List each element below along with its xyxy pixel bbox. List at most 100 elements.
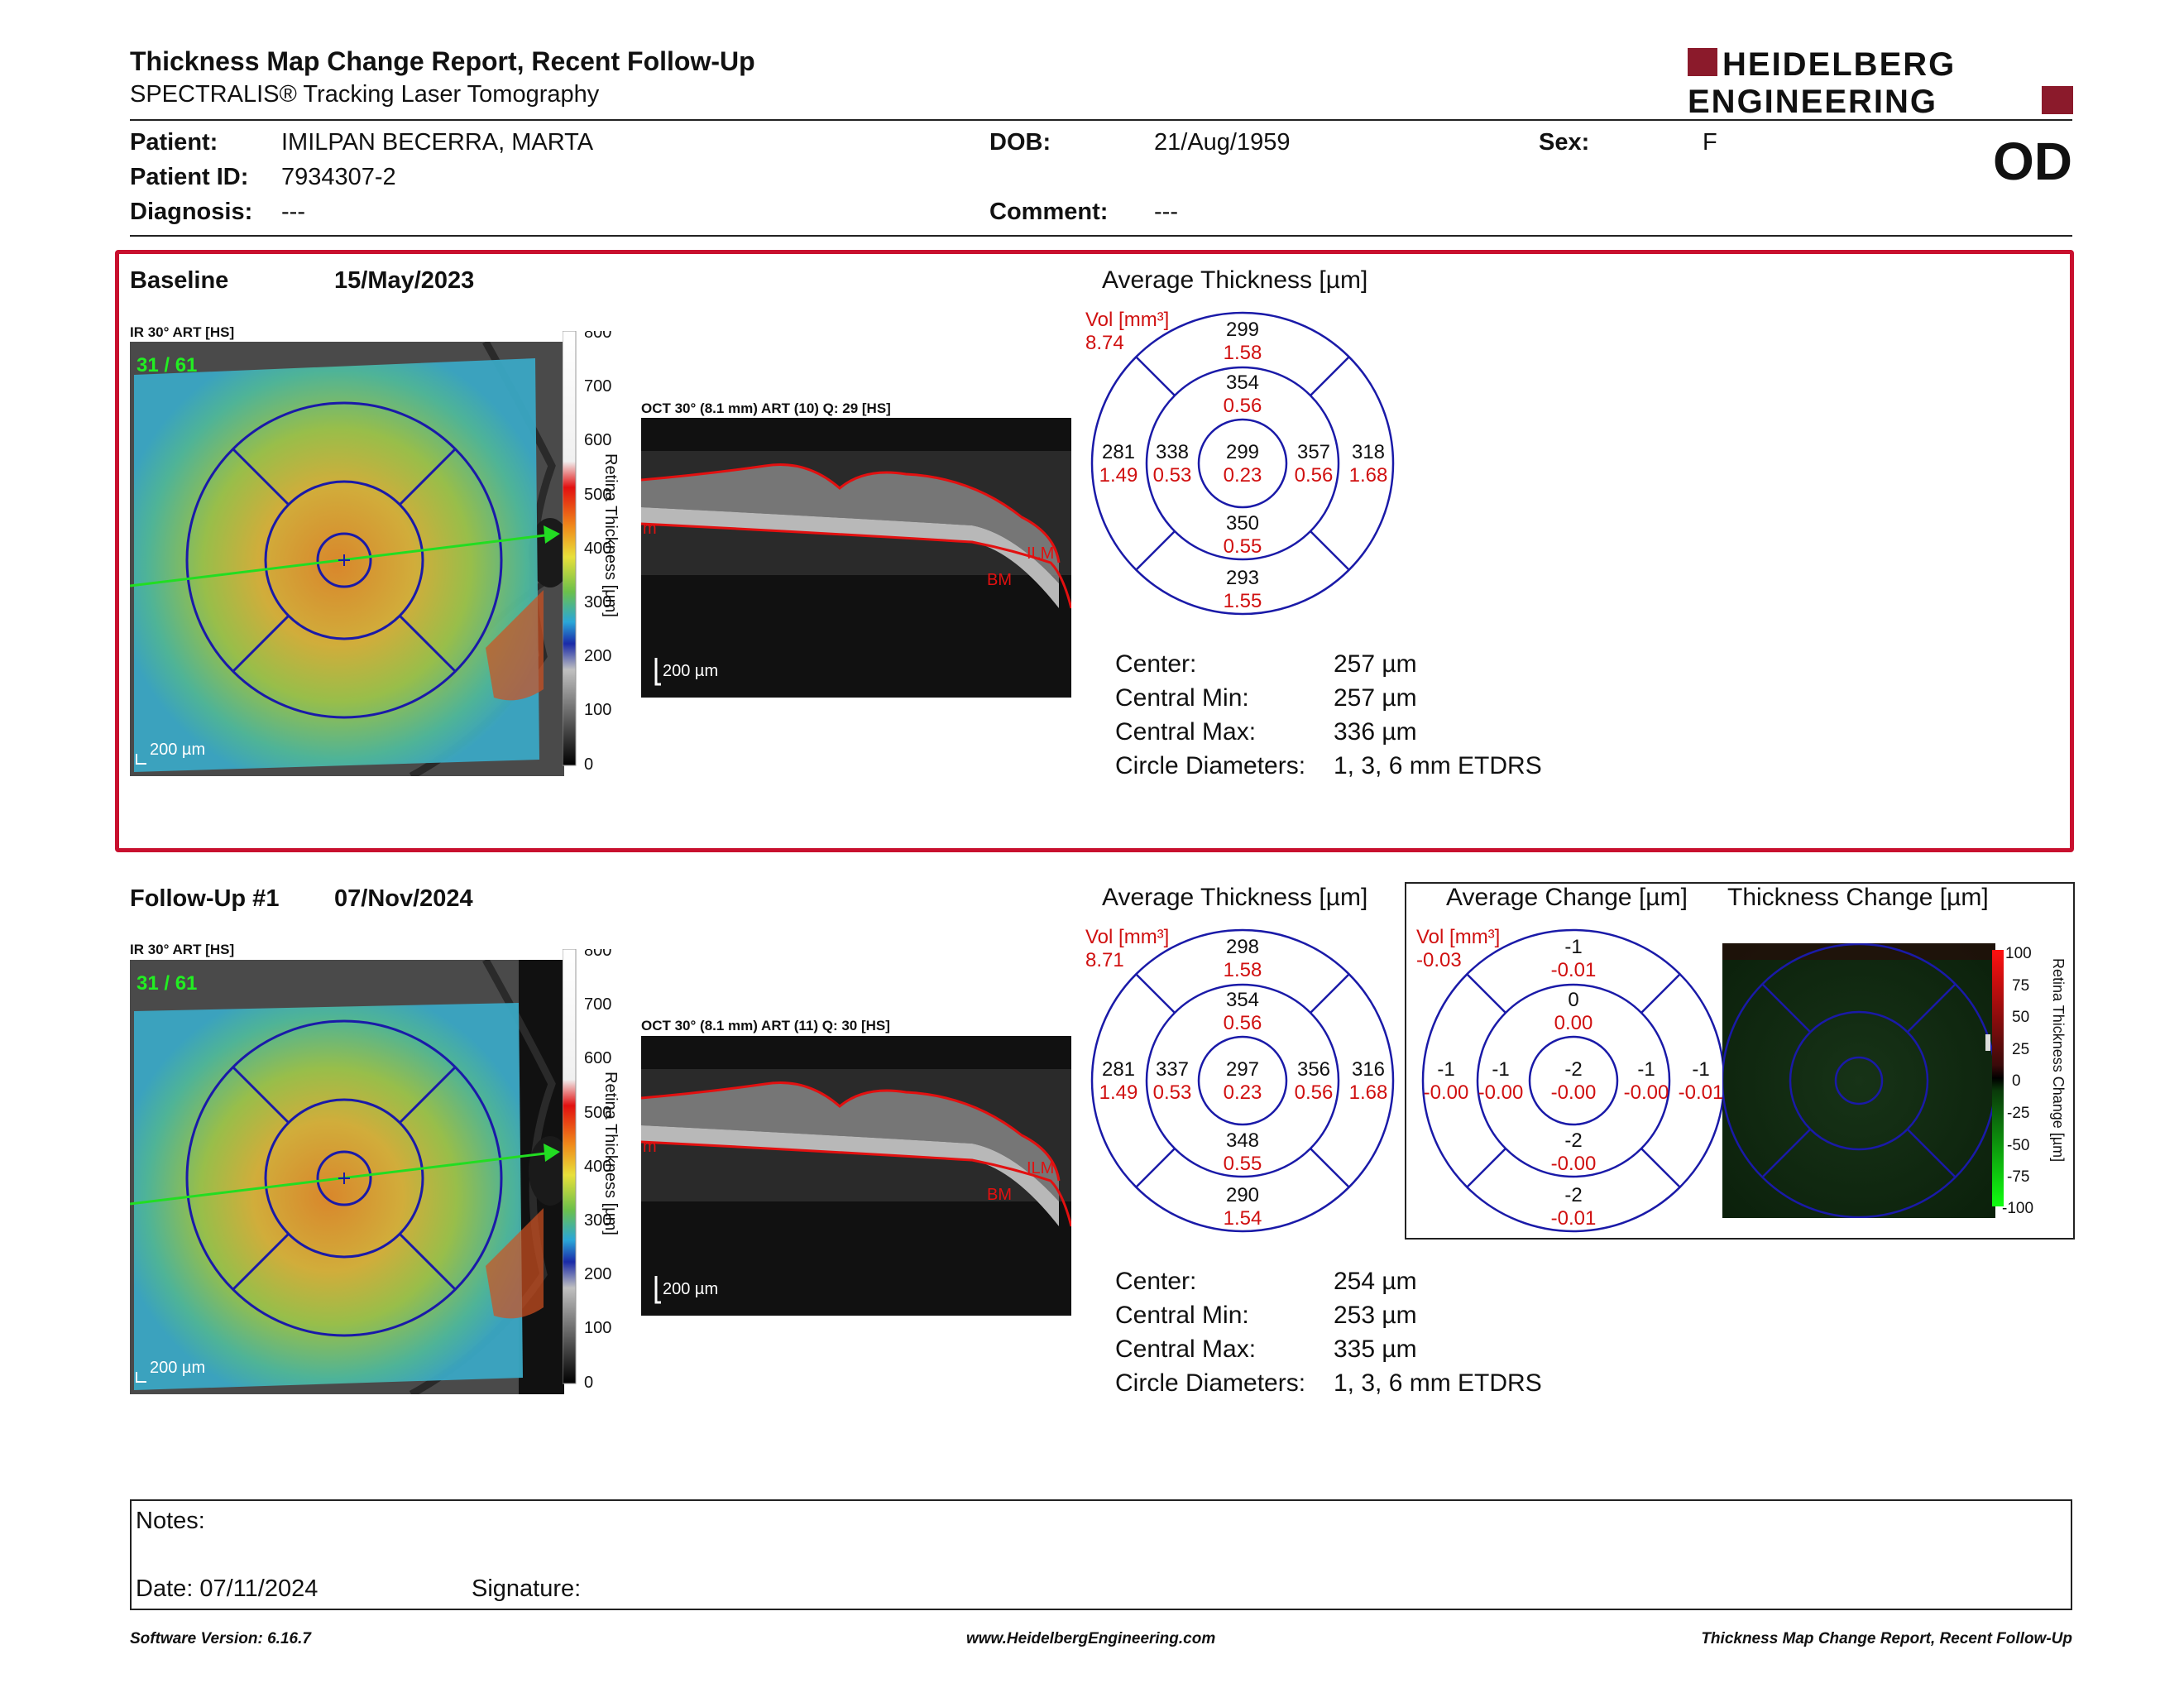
baseline-cbar-tick-500: 500 [584,486,611,504]
baseline-inner-right-vol: 0.56 [1295,464,1334,487]
followup-central-max-label: Central Max: [1115,1336,1257,1363]
baseline-center-thk: 299 [1226,441,1259,463]
patient-name: IMILPAN BECERRA, MARTA [281,129,594,156]
baseline-label: Baseline [130,267,229,294]
patient-id-label: Patient ID: [130,164,249,190]
followup-cbar-tick-700: 700 [584,995,611,1014]
baseline-inner-bottom-thk: 350 [1226,512,1259,535]
baseline-bm-label: BM [987,571,1012,589]
change-outer-top-vol: -0.01 [1551,959,1597,981]
followup-ir-scale: 200 µm [150,1359,205,1377]
baseline-vol-total: 8.74 [1085,332,1124,354]
change-etdrs-grid: Vol [mm³] -0.03 -1 -0.01 0 0.00 -1 -0.00… [1415,923,1746,1238]
followup-cbar-tick-600: 600 [584,1049,611,1067]
followup-outer-right-thk: 316 [1352,1058,1385,1081]
change-outer-bottom-thk: -2 [1564,1184,1582,1206]
change-outer-left-vol: -0.00 [1424,1081,1469,1104]
logo-line2: ENGINEERING [1688,84,1937,116]
footer-report-name: Thickness Map Change Report, Recent Foll… [1701,1630,2072,1647]
followup-colorbar: 800 700 600 500 400 300 200 100 0 Retina… [562,942,654,1396]
sex-label: Sex: [1539,129,1590,156]
change-cbar-tick-25: 25 [2012,1041,2029,1058]
baseline-cbar-tick-300: 300 [584,593,611,611]
followup-cbar-tick-300: 300 [584,1211,611,1230]
followup-circle-diam-label: Circle Diameters: [1115,1369,1306,1397]
followup-inner-left-vol: 0.53 [1153,1081,1192,1104]
followup-ir-caption: IR 30° ART [HS] [130,942,235,957]
thickness-change-title: Thickness Change [µm] [1727,884,1989,911]
followup-avg-thickness-title: Average Thickness [µm] [1102,884,1368,911]
followup-oct-caption: OCT 30° (8.1 mm) ART (11) Q: 30 [HS] [641,1018,890,1033]
followup-inner-bottom-thk: 348 [1226,1129,1259,1152]
comment-label: Comment: [989,199,1109,225]
followup-cbar-tick-800: 800 [584,949,611,960]
followup-frame-count: 31 / 61 [136,972,197,995]
patient-id: 7934307-2 [281,164,396,190]
followup-inner-top-thk: 354 [1226,989,1259,1011]
baseline-ilm-label: ILM [1027,544,1054,563]
change-cbar-tick-m100: -100 [2002,1200,2033,1217]
baseline-outer-right-vol: 1.68 [1349,464,1388,487]
followup-oct-scale: 200 µm [663,1280,718,1298]
followup-inner-right-vol: 0.56 [1295,1081,1334,1104]
change-panel [1405,882,2075,1240]
baseline-center-value: 257 µm [1334,650,1417,678]
baseline-oct-bscan: ILM BM m 200 µm [641,418,1071,698]
baseline-fundus-image: 31 / 61 200 µm [130,342,564,776]
change-center-vol: -0.00 [1551,1081,1597,1104]
baseline-central-max-value: 336 µm [1334,718,1417,746]
baseline-highlight-frame [115,250,2074,852]
baseline-outer-bottom-vol: 1.55 [1224,590,1262,612]
baseline-ir-scale: 200 µm [150,741,205,759]
baseline-central-min-value: 257 µm [1334,684,1417,712]
baseline-center-vol: 0.23 [1224,464,1262,487]
followup-oct-bscan: ILM BM m 200 µm [641,1036,1071,1316]
followup-etdrs-grid: Vol [mm³] 8.71 298 1.58 354 0.56 281 1.4… [1084,923,1415,1238]
change-outer-top-thk: -1 [1564,936,1582,958]
baseline-m-label: m [643,520,657,538]
software-version: Software Version: 6.16.7 [130,1630,311,1647]
thickness-change-map [1722,943,1995,1218]
followup-central-max-value: 335 µm [1334,1336,1417,1363]
followup-fundus-image: 31 / 61 200 µm [130,960,564,1394]
avg-change-title: Average Change [µm] [1446,884,1688,911]
baseline-frame-count: 31 / 61 [136,354,197,376]
change-outer-bottom-vol: -0.01 [1551,1207,1597,1230]
change-cbar-tick-75: 75 [2012,977,2029,995]
change-colorbar: 100 75 50 25 0 -25 -50 -75 -100 Retina T… [1992,942,2075,1223]
baseline-outer-bottom-thk: 293 [1226,567,1259,589]
change-cbar-title: Retina Thickness Change [µm] [2050,958,2067,1162]
baseline-circle-diam-label: Circle Diameters: [1115,752,1306,779]
followup-outer-right-vol: 1.68 [1349,1081,1388,1104]
baseline-inner-left-vol: 0.53 [1153,464,1192,487]
baseline-vol-label: Vol [mm³] [1085,309,1169,331]
change-inner-top-thk: 0 [1568,989,1578,1011]
change-outer-left-thk: -1 [1437,1058,1454,1081]
report-title: Thickness Map Change Report, Recent Foll… [130,46,755,76]
notes-box[interactable] [130,1499,2072,1610]
dob-value: 21/Aug/1959 [1154,129,1291,156]
logo-line1: HEIDELBERG [1722,46,1956,83]
change-inner-right-vol: -0.00 [1624,1081,1669,1104]
baseline-inner-right-thk: 357 [1297,441,1330,463]
change-inner-right-thk: -1 [1637,1058,1655,1081]
website-link[interactable]: www.HeidelbergEngineering.com [966,1630,1216,1647]
change-cbar-tick-m50: -50 [2007,1137,2029,1154]
change-vol-label: Vol [mm³] [1416,926,1500,948]
baseline-date: 15/May/2023 [334,267,475,294]
change-outer-right-vol: -0.01 [1679,1081,1724,1104]
followup-circle-diam-value: 1, 3, 6 mm ETDRS [1334,1369,1542,1397]
change-cbar-tick-m25: -25 [2007,1105,2029,1122]
baseline-cbar-tick-200: 200 [584,647,611,665]
followup-central-min-value: 253 µm [1334,1302,1417,1329]
baseline-inner-left-thk: 338 [1156,441,1189,463]
comment-value: --- [1154,199,1178,225]
followup-vol-total: 8.71 [1085,949,1124,971]
report-subtitle: SPECTRALIS® Tracking Laser Tomography [130,81,600,108]
followup-outer-bottom-vol: 1.54 [1224,1207,1262,1230]
followup-inner-top-vol: 0.56 [1224,1012,1262,1034]
diagnosis-value: --- [281,199,305,225]
baseline-cbar-tick-600: 600 [584,431,611,449]
change-inner-bottom-thk: -2 [1564,1129,1582,1152]
followup-center-thk: 297 [1226,1058,1259,1081]
